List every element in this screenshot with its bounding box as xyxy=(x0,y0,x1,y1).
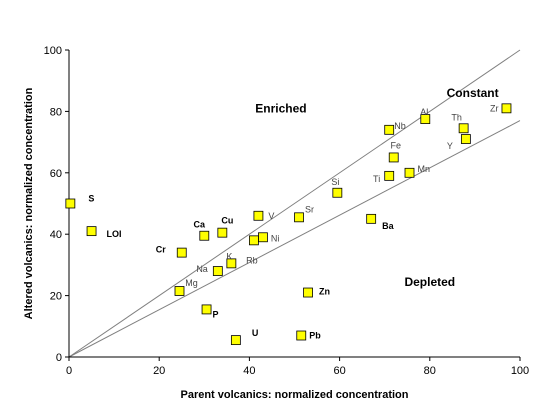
point-pb xyxy=(296,330,307,341)
point-label-mg: Mg xyxy=(185,278,198,288)
point-al xyxy=(420,114,431,124)
point-ba xyxy=(366,213,377,224)
point-si xyxy=(332,187,343,198)
point-label-p: P xyxy=(213,309,219,319)
point-label-cr: Cr xyxy=(156,245,166,255)
reference-lines xyxy=(68,49,521,358)
point-ni xyxy=(258,232,268,243)
x-tick-label: 0 xyxy=(66,365,72,377)
y-tick-label: 40 xyxy=(50,229,62,241)
point-p xyxy=(201,304,212,315)
point-ti xyxy=(384,170,395,181)
point-label-k: K xyxy=(226,251,232,261)
point-v xyxy=(253,210,264,221)
x-axis-title: Parent volcanics: normalized concentrati… xyxy=(180,389,408,401)
y-tick-label: 80 xyxy=(50,106,62,118)
point-s xyxy=(65,198,76,209)
x-ticks: 0 20 40 60 80 100 xyxy=(66,357,529,377)
region-label-constant: Constant xyxy=(447,86,499,100)
point-loi xyxy=(86,226,97,237)
point-na xyxy=(212,266,223,276)
y-tick-label: 0 xyxy=(56,352,62,364)
reference-line-1 xyxy=(68,120,521,358)
point-label-zr: Zr xyxy=(490,103,499,113)
point-label-pb: Pb xyxy=(309,331,321,341)
point-fe xyxy=(388,152,399,163)
point-mg xyxy=(174,286,185,296)
point-label-u: U xyxy=(252,328,259,338)
point-zr xyxy=(501,103,512,114)
x-tick-label: 100 xyxy=(511,365,529,377)
y-tick-label: 60 xyxy=(50,168,62,180)
point-label-y: Y xyxy=(447,141,453,151)
point-label-v: V xyxy=(268,211,274,221)
region-labels: Enriched Constant Depleted xyxy=(255,86,498,289)
point-sr xyxy=(294,212,304,223)
point-label-cu: Cu xyxy=(221,216,233,226)
region-label-depleted: Depleted xyxy=(404,275,455,289)
point-label-sr: Sr xyxy=(305,204,314,214)
point-label-al: Al xyxy=(420,107,428,117)
point-y xyxy=(460,134,471,144)
x-tick-label: 40 xyxy=(243,365,255,377)
point-label-loi: LOI xyxy=(107,229,122,239)
point-label-si: Si xyxy=(331,177,339,187)
point-u xyxy=(230,335,241,346)
point-mn xyxy=(404,167,415,178)
point-cr xyxy=(176,247,187,258)
point-label-th: Th xyxy=(451,112,462,122)
point-label-ca: Ca xyxy=(194,220,206,230)
point-ca xyxy=(199,230,210,241)
point-label-ti: Ti xyxy=(373,174,380,184)
point-label-ba: Ba xyxy=(382,221,394,231)
point-th xyxy=(458,123,469,134)
point-k xyxy=(226,258,237,269)
point-label-s: S xyxy=(88,194,94,204)
point-label-ni: Ni xyxy=(271,233,280,243)
x-tick-label: 60 xyxy=(333,365,345,377)
y-ticks: 0 20 40 60 80 100 xyxy=(44,45,69,364)
y-tick-label: 20 xyxy=(50,291,62,303)
data-points: S LOI Cr Ca Cu V Ni Rb K Na Mg P U Sr Si Zn Pb Ba Ti Fe Mn Nb… xyxy=(65,103,512,346)
point-label-na: Na xyxy=(196,264,208,274)
point-cu xyxy=(217,227,228,238)
y-tick-label: 100 xyxy=(44,45,62,57)
point-label-mn: Mn xyxy=(418,164,431,174)
point-zn xyxy=(303,287,313,298)
point-rb xyxy=(249,235,259,246)
x-tick-label: 80 xyxy=(424,365,436,377)
y-axis-title: Altered volcanics: normalized concentrat… xyxy=(23,87,35,319)
point-label-nb: Nb xyxy=(394,121,406,131)
point-label-zn: Zn xyxy=(319,287,330,297)
point-label-fe: Fe xyxy=(390,140,401,150)
reference-line-0 xyxy=(68,49,521,358)
point-label-rb: Rb xyxy=(246,255,258,265)
region-label-enriched: Enriched xyxy=(255,101,306,115)
point-nb xyxy=(384,124,395,135)
x-tick-label: 20 xyxy=(153,365,165,377)
